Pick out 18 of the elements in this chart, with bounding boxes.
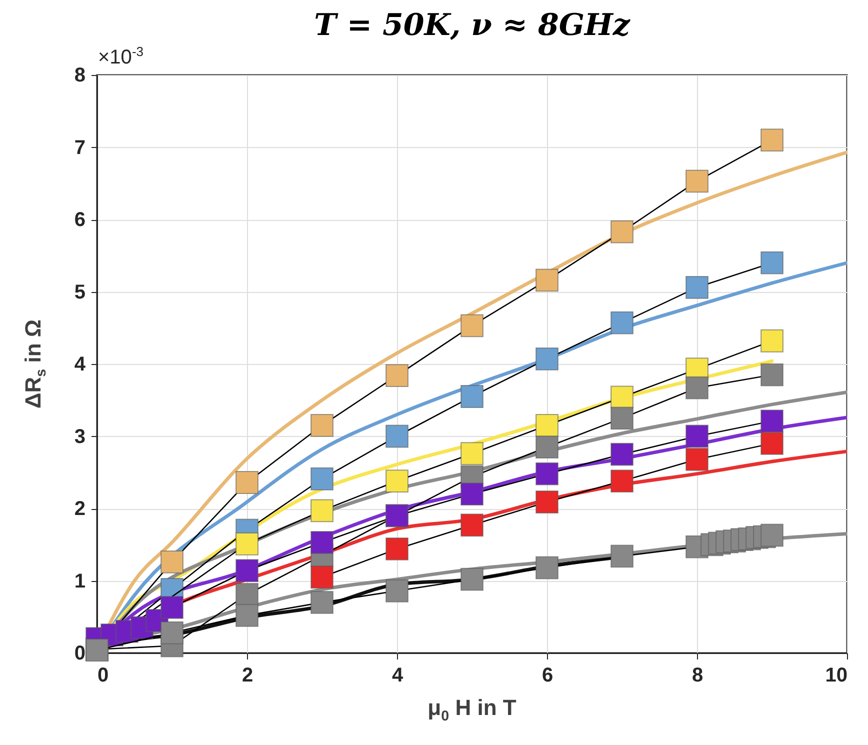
x-tick-label: 0 xyxy=(98,664,109,686)
chart-title: T = 50K, ν ≈ 8GHz xyxy=(313,8,632,43)
y-tick-label: 1 xyxy=(74,570,86,592)
x-tick-label: 2 xyxy=(242,664,254,686)
y-tick-label: 0 xyxy=(74,642,86,664)
y-tick-label: 8 xyxy=(74,64,86,86)
x-tick-label: 4 xyxy=(392,664,404,686)
x-tick-label: 10 xyxy=(825,664,848,686)
y-tick-label: 2 xyxy=(74,498,86,520)
y-tick-label: 3 xyxy=(74,426,86,448)
y-tick-label: 6 xyxy=(74,209,86,231)
y-tick-label: 4 xyxy=(74,354,86,376)
x-tick-label: 6 xyxy=(542,664,554,686)
y-tick-label: 7 xyxy=(74,136,86,159)
text: ×10$^{-3}$ xyxy=(98,44,144,70)
x-axis-title: μ$_{0}$ H in T xyxy=(426,695,518,724)
x-tick-label: 8 xyxy=(692,664,704,686)
y-tick-label: 5 xyxy=(74,281,86,304)
